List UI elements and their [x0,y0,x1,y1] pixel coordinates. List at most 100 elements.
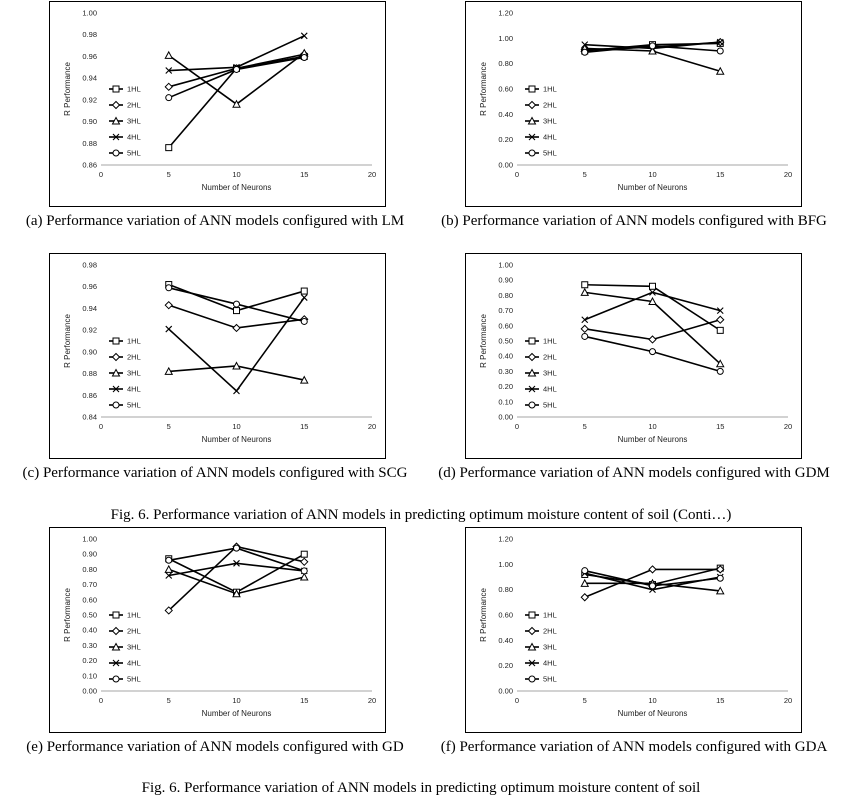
y-tick-label: 0.60 [498,321,513,330]
legend-marker [111,642,121,651]
y-tick-label: 0.30 [82,641,97,650]
x-tick-label: 0 [515,422,519,431]
y-tick-label: 0.88 [82,139,97,148]
x-tick-label: 5 [583,170,587,179]
series-line [168,56,305,99]
x-tick-label: 15 [300,696,308,705]
series-5HL [165,284,308,325]
data-point [649,582,656,590]
y-tick-label: 0.84 [82,413,97,422]
data-point [580,593,589,602]
x-tick-label: 15 [716,696,724,705]
legend-marker [112,385,120,393]
series-2HL [580,565,725,602]
legend-label: 5HL [543,149,557,158]
series-line [584,291,721,321]
legend-label: 2HL [127,101,141,110]
data-point [648,335,657,344]
caption-b: (b) Performance variation of ANN models … [441,213,827,229]
data-point [232,361,241,370]
y-tick-label: 0.60 [498,611,513,620]
legend-label: 4HL [543,659,557,668]
x-tick-label: 10 [648,170,656,179]
y-tick-label: 0.90 [82,117,97,126]
legend-marker [111,116,121,125]
legend-label: 5HL [543,675,557,684]
x-tick-label: 0 [99,422,103,431]
data-point [165,325,173,333]
chart-frame-d: 0.00 0.10 0.20 0.30 0.40 0.50 0.60 0.70 0.80 0.90… [465,253,802,459]
legend-marker [528,611,536,619]
data-point [233,387,240,395]
data-point [233,544,240,552]
legend-label: 3HL [127,117,141,126]
series-5HL [165,54,308,102]
y-tick-label: 1.20 [498,9,513,18]
caption-a: (a) Performance variation of ANN models … [25,213,405,229]
y-tick-label: 0.80 [498,59,513,68]
data-point [716,367,724,375]
legend: 1HL 2HL 3HL 4HL 5HL [109,85,141,158]
data-point [300,317,308,325]
series-5HL [581,42,724,56]
y-tick-label: 0.50 [82,611,97,620]
data-point [580,287,590,296]
legend-marker [112,611,120,619]
y-tick-label: 0.80 [498,291,513,300]
y-tick-label: 1.00 [498,560,513,569]
x-tick-label: 5 [167,170,171,179]
legend-label: 3HL [127,643,141,652]
legend: 1HL 2HL 3HL 4HL 5HL [109,611,141,684]
x-tick-label: 0 [515,170,519,179]
data-point [300,550,308,558]
y-tick-label: 0.70 [82,580,97,589]
y-tick-label: 0.00 [82,687,97,696]
y-tick-label: 1.00 [498,34,513,43]
y-tick-label: 1.00 [82,9,97,18]
y-axis-title: R Performance [479,62,488,116]
data-point [716,574,724,582]
data-point [164,564,174,573]
y-tick-label: 0.20 [498,661,513,670]
legend-label: 5HL [543,401,557,410]
data-point [299,572,309,581]
data-point [165,284,173,292]
x-tick-label: 20 [784,422,792,431]
data-point [232,99,241,108]
data-point [299,375,309,384]
y-tick-label: 0.80 [82,565,97,574]
x-tick-label: 20 [784,696,792,705]
data-point [164,300,173,310]
legend-marker [112,337,120,345]
chart-f: 0.00 0.20 0.40 0.60 0.80 1.00 1.20 0 5 10 15 20 Numb… [479,535,792,719]
legend-marker [527,642,537,651]
data-point [165,94,173,102]
data-point [164,82,173,92]
x-axis-title: Number of Neurons [202,435,272,444]
y-tick-label: 0.94 [82,74,97,83]
series-5HL [581,567,724,590]
y-tick-label: 0.92 [82,95,97,104]
chart-frame-b: 0.00 0.20 0.40 0.60 0.80 1.00 1.20 0 5 10 15 20 Numb… [465,1,802,207]
legend-marker [527,626,537,636]
data-point [300,567,308,575]
series-5HL [581,332,724,375]
data-point [581,332,589,340]
y-axis-title: R Performance [63,588,72,642]
legend-marker [528,385,536,393]
x-tick-label: 20 [368,422,376,431]
legend-label: 5HL [127,149,141,158]
x-tick-label: 0 [515,696,519,705]
y-tick-label: 0.60 [498,85,513,94]
x-tick-label: 0 [99,170,103,179]
data-point [649,42,656,50]
y-tick-label: 0.96 [82,282,97,291]
legend-label: 5HL [127,401,141,410]
x-tick-label: 5 [583,422,587,431]
x-tick-label: 10 [232,696,240,705]
y-tick-label: 0.90 [498,276,513,285]
chart-d: 0.00 0.10 0.20 0.30 0.40 0.50 0.60 0.70 0.80 0.90… [479,261,792,445]
y-tick-label: 0.88 [82,369,97,378]
data-point [232,589,241,598]
y-tick-label: 0.20 [498,382,513,391]
